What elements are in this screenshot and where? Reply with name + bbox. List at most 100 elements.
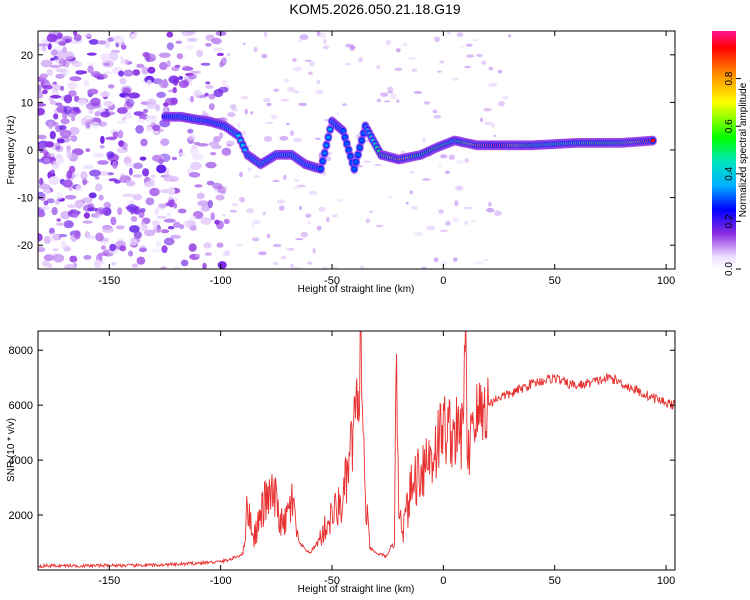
heatmap-ridge-cell xyxy=(346,148,351,152)
heatmap-noise-cell xyxy=(100,53,111,62)
heatmap-noise-cell xyxy=(200,205,210,212)
heatmap-noise-cell xyxy=(188,73,197,80)
heatmap-noise-cell xyxy=(263,98,271,103)
heatmap-noise-cell xyxy=(312,247,316,254)
heatmap-noise-cell xyxy=(130,33,138,39)
heatmap-noise-cell xyxy=(82,178,87,186)
heatmap-noise-cell xyxy=(46,33,58,43)
heatmap-noise-cell xyxy=(147,58,156,62)
heatmap-noise-cell xyxy=(206,180,215,186)
heatmap-noise-cell xyxy=(464,158,470,164)
heatmap-noise-cell xyxy=(145,197,155,206)
heatmap-noise-cell xyxy=(466,206,473,210)
heatmap-noise-cell xyxy=(160,266,167,269)
heatmap-noise-cell xyxy=(184,45,194,50)
heatmap-noise-cell xyxy=(170,97,178,105)
heatmap-noise-cell xyxy=(325,156,332,162)
heatmap-noise-cell xyxy=(191,154,204,160)
heatmap-noise-cell xyxy=(63,94,73,104)
heatmap-noise-cell xyxy=(456,32,464,38)
heatmap-noise-cell xyxy=(507,34,512,38)
heatmap-noise-cell xyxy=(55,222,65,226)
heatmap-noise-cell xyxy=(116,120,127,124)
heatmap-noise-cell xyxy=(186,37,198,42)
heatmap-noise-cell xyxy=(320,32,326,39)
heatmap-noise-cell xyxy=(99,91,111,98)
heatmap-noise-cell xyxy=(262,211,266,216)
heatmap-ridge-cell xyxy=(320,159,325,163)
heatmap-noise-cell xyxy=(138,113,148,120)
heatmap-noise-cell xyxy=(471,39,479,42)
heatmap-noise-cell xyxy=(195,253,201,258)
heatmap-noise-cell xyxy=(72,210,79,219)
heatmap-noise-cell xyxy=(251,223,255,228)
heatmap-noise-cell xyxy=(120,173,125,183)
x-tick-label: 50 xyxy=(549,575,561,587)
heatmap-noise-cell xyxy=(57,32,62,40)
heatmap-noise-cell xyxy=(187,128,194,134)
heatmap-noise-cell xyxy=(433,257,439,263)
heatmap-noise-cell xyxy=(292,266,301,269)
heatmap-noise-cell xyxy=(196,143,209,147)
heatmap-noise-cell xyxy=(210,212,215,221)
heatmap-noise-cell xyxy=(221,147,232,156)
heatmap-noise-cell xyxy=(184,220,197,228)
heatmap-noise-cell xyxy=(141,66,149,75)
heatmap-noise-cell xyxy=(155,240,161,247)
heatmap-noise-cell xyxy=(156,215,167,219)
heatmap-noise-cell xyxy=(101,226,114,233)
heatmap-noise-cell xyxy=(261,53,268,59)
heatmap-noise-cell xyxy=(493,134,497,137)
heatmap-noise-cell xyxy=(407,57,416,60)
heatmap-noise-cell xyxy=(87,65,94,74)
heatmap-noise-cell xyxy=(133,231,142,239)
heatmap-noise-cell xyxy=(180,259,189,267)
heatmap-noise-cell xyxy=(159,80,169,89)
spectrogram-y-axis: -20 -10 0 10 20 xyxy=(17,50,675,252)
heatmap-noise-cell xyxy=(293,137,303,143)
heatmap-noise-cell xyxy=(177,208,187,214)
heatmap-noise-cell xyxy=(129,225,140,233)
heatmap-noise-cell xyxy=(151,248,162,253)
heatmap-noise-cell xyxy=(264,121,274,124)
heatmap-noise-cell xyxy=(238,171,243,178)
heatmap-noise-cell xyxy=(141,223,148,232)
heatmap-noise-cell xyxy=(48,121,54,130)
heatmap-noise-cell xyxy=(151,228,164,233)
x-tick-label: -100 xyxy=(210,275,232,287)
heatmap-noise-cell xyxy=(440,260,447,267)
snr-panel: -150 -100 -50 0 50 100 2000 4000 6000 8000 Heigh… xyxy=(6,330,676,595)
heatmap-noise-cell xyxy=(98,171,109,176)
heatmap-noise-cell xyxy=(208,93,216,100)
heatmap-noise-cell xyxy=(202,262,207,269)
heatmap-noise-cell xyxy=(423,101,431,105)
heatmap-noise-cell xyxy=(331,214,338,218)
heatmap-noise-cell xyxy=(96,76,105,80)
heatmap-noise-cell xyxy=(385,39,391,46)
heatmap-noise-cell xyxy=(226,143,232,147)
heatmap-noise-cell xyxy=(106,151,115,159)
heatmap-noise-cell xyxy=(486,207,495,213)
heatmap-noise-cell xyxy=(66,150,72,159)
heatmap-noise-cell xyxy=(464,65,472,69)
heatmap-noise-cell xyxy=(227,112,236,118)
heatmap-noise-cell xyxy=(61,240,67,249)
heatmap-noise-cell xyxy=(136,63,145,69)
y-tick-label: 4000 xyxy=(9,455,33,467)
heatmap-noise-cell xyxy=(334,112,340,115)
heatmap-noise-cell xyxy=(490,123,496,128)
heatmap-noise-cell xyxy=(139,156,147,161)
heatmap-noise-cell xyxy=(85,148,91,153)
heatmap-noise-cell xyxy=(74,199,84,209)
heatmap-noise-cell xyxy=(480,117,483,123)
heatmap-noise-cell xyxy=(451,217,460,222)
heatmap-noise-cell xyxy=(121,141,128,151)
heatmap-noise-cell xyxy=(132,174,143,178)
heatmap-noise-cell xyxy=(146,126,153,133)
heatmap-noise-cell xyxy=(38,183,51,190)
heatmap-noise-cell xyxy=(413,90,423,95)
heatmap-noise-cell xyxy=(373,163,383,167)
heatmap-noise-cell xyxy=(123,59,130,64)
